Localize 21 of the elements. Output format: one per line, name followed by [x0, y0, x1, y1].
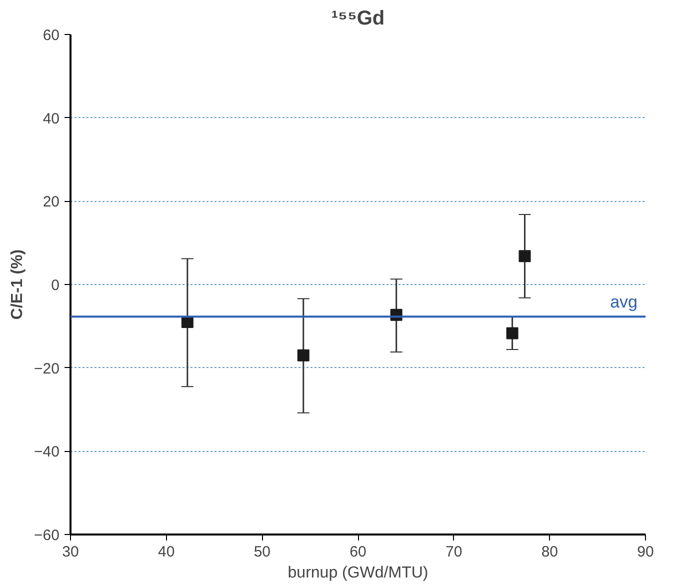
- y-axis-title: C/E-1 (%): [9, 249, 26, 320]
- point: [506, 327, 518, 340]
- x-axis-title: burnup (GWd/MTU): [288, 564, 428, 582]
- x-tick-label: 90: [637, 544, 654, 560]
- y-tick-label: −20: [34, 360, 60, 378]
- x-tick-label: 80: [541, 544, 558, 560]
- x-tick-label: 30: [62, 544, 79, 560]
- point: [518, 250, 531, 262]
- point: [297, 349, 310, 362]
- x-tick-label: 40: [158, 544, 175, 560]
- x-tick-label: 60: [350, 544, 366, 560]
- y-tick-label: 60: [42, 27, 60, 44]
- y-tick-label: 0: [51, 277, 60, 294]
- y-tick-label: −60: [34, 527, 60, 544]
- chart-title: ¹⁵⁵Gd: [331, 8, 385, 30]
- ref-line-label: avg: [610, 292, 638, 312]
- y-tick-label: 40: [42, 110, 60, 128]
- x-tick-label: 70: [445, 544, 462, 560]
- y-tick-label: 20: [42, 194, 60, 211]
- x-tick-label: 50: [254, 544, 271, 560]
- y-tick-label: −40: [34, 444, 60, 461]
